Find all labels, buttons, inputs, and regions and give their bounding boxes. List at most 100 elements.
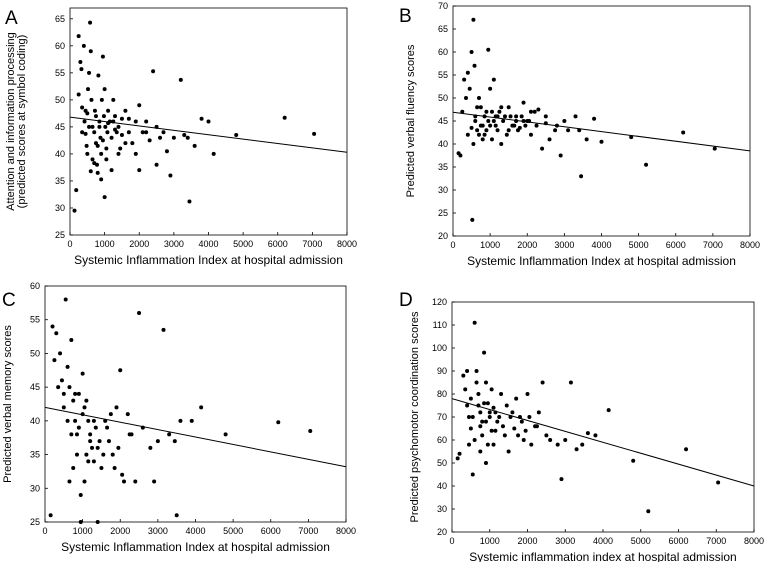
data-point (465, 132, 470, 137)
data-point (106, 108, 111, 113)
data-point (472, 63, 477, 68)
data-point (532, 109, 537, 114)
data-point (78, 60, 83, 65)
data-point (86, 87, 91, 92)
y-tick-label: 90 (437, 366, 447, 376)
data-point (469, 50, 474, 54)
data-point (211, 151, 216, 156)
data-point (118, 146, 123, 151)
data-point (553, 128, 558, 133)
data-point (88, 49, 93, 54)
trend-line (69, 116, 348, 153)
y-tick-label: 25 (30, 517, 40, 527)
data-point (192, 143, 197, 148)
data-point (178, 77, 183, 82)
data-point (234, 133, 239, 138)
data-point (480, 433, 485, 438)
data-point (74, 432, 79, 437)
y-tick-label: 55 (30, 315, 40, 325)
data-point (478, 123, 483, 128)
y-tick-label: 70 (437, 412, 447, 422)
x-tick-label: 1000 (73, 526, 93, 536)
data-point (113, 114, 118, 119)
data-point (519, 114, 524, 119)
data-point (71, 398, 76, 403)
chart-panel-b: 0 1000 2000 3000 4000 5000 6000 7000 8000 20 25 30 3… (399, 1, 760, 268)
data-point (76, 391, 81, 396)
data-point (133, 119, 138, 124)
data-point (76, 425, 81, 430)
data-point (629, 135, 634, 140)
data-point (171, 135, 176, 140)
data-point (102, 87, 107, 92)
data-point (80, 105, 85, 110)
data-point (109, 135, 114, 140)
data-point (471, 142, 476, 146)
data-point (462, 77, 467, 82)
data-point (67, 385, 72, 390)
x-tick-label: 1000 (480, 536, 500, 546)
data-point (54, 331, 59, 336)
data-point (543, 114, 548, 119)
y-tick-label: 40 (437, 481, 447, 491)
data-point (56, 385, 61, 390)
y-tick-label: 70 (438, 1, 448, 11)
y-tick-label: 20 (438, 231, 448, 241)
data-point (95, 520, 100, 524)
data-point (137, 168, 142, 173)
data-point (497, 109, 502, 114)
data-point (493, 123, 498, 128)
trend-line (44, 406, 347, 468)
data-point (536, 410, 541, 415)
data-point (483, 380, 488, 385)
data-point (104, 157, 109, 162)
data-point (491, 405, 496, 410)
data-point (555, 442, 560, 447)
data-point (519, 419, 524, 424)
data-point (499, 142, 504, 146)
data-point (119, 116, 124, 121)
data-point (63, 297, 68, 302)
data-point (116, 151, 121, 156)
data-point (103, 124, 108, 129)
y-tick-label: 65 (55, 14, 65, 24)
data-point (86, 459, 91, 464)
data-point (99, 151, 104, 156)
y-tick-label: 60 (55, 41, 65, 51)
data-point (125, 412, 130, 417)
data-point (206, 119, 211, 124)
data-point (95, 170, 100, 175)
x-tick-label: 7000 (703, 240, 723, 250)
y-tick-label: 60 (30, 281, 40, 291)
data-point (547, 137, 552, 142)
x-axis-label: Systemic Inflammation Index at hospital … (61, 540, 330, 554)
data-point (491, 442, 496, 447)
y-tick-label: 35 (30, 450, 40, 460)
data-point (470, 217, 475, 222)
data-point (99, 466, 104, 471)
data-point (478, 105, 483, 110)
data-point (457, 451, 462, 456)
data-point (466, 415, 471, 419)
y-tick-label: 80 (437, 389, 447, 399)
data-point (514, 114, 519, 119)
data-point (523, 428, 528, 433)
data-point (574, 447, 579, 452)
data-point (92, 108, 97, 113)
data-point (468, 426, 473, 431)
data-point (133, 151, 138, 156)
data-point (99, 177, 104, 182)
y-tick-label: 35 (438, 162, 448, 172)
data-point (593, 433, 598, 438)
data-point (486, 119, 491, 123)
data-point (460, 109, 465, 114)
x-tick-label: 6000 (666, 240, 686, 250)
y-tick-label: 50 (438, 93, 448, 103)
data-point (104, 146, 109, 151)
data-point (174, 513, 179, 518)
data-point (455, 456, 460, 461)
data-point (59, 378, 64, 383)
data-point (468, 396, 473, 401)
data-point (512, 123, 517, 128)
y-tick-label: 30 (55, 203, 65, 213)
